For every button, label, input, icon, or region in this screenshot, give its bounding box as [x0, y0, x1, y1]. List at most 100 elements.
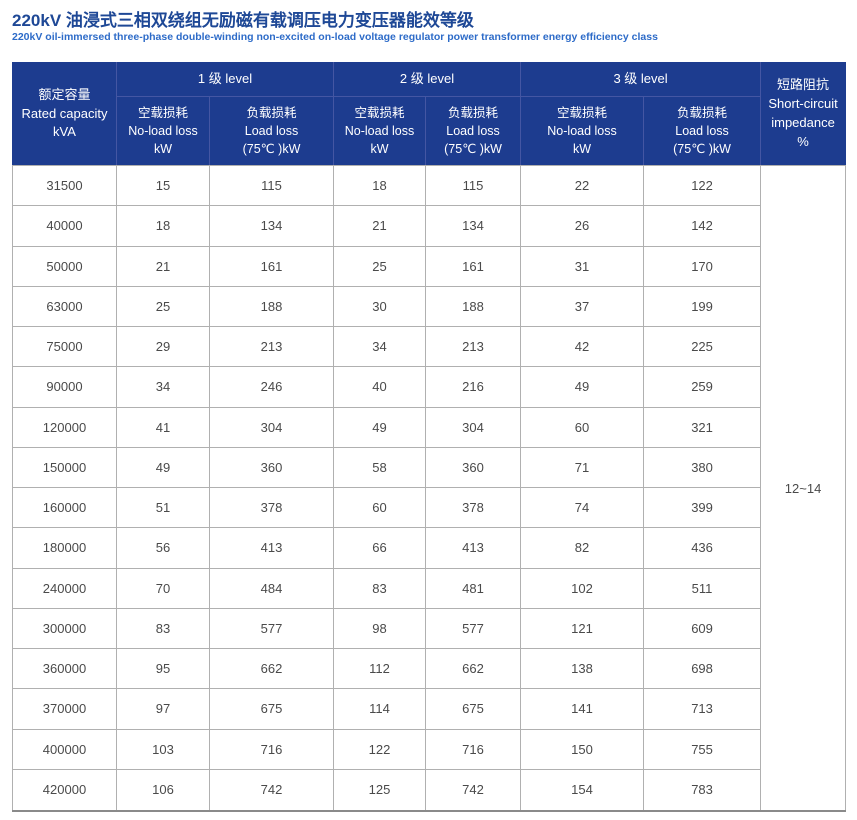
level3-load-cell: 170: [643, 245, 762, 287]
capacity-cell: 40000: [12, 205, 117, 247]
level3-load-cell: 122: [643, 164, 762, 207]
capacity-cell: 120000: [12, 406, 117, 448]
capacity-cell: 180000: [12, 527, 117, 569]
level1-no-load-cell: 51: [116, 486, 210, 529]
header-level3-load-loss: 负载损耗 Load loss (75℃ )kW: [643, 96, 762, 166]
level2-load-cell: 360: [425, 446, 522, 489]
header-level1-load-loss: 负载损耗 Load loss (75℃ )kW: [208, 96, 335, 166]
table-row: 50000 21 161 25 161 31 170: [12, 245, 846, 287]
capacity-cell: 420000: [12, 768, 117, 812]
level2-load-cell: 161: [425, 245, 522, 287]
level3-no-load-cell: 37: [520, 285, 645, 328]
level3-load-cell: 321: [643, 406, 762, 448]
level1-load-cell: 134: [208, 205, 335, 247]
level2-no-load-cell: 58: [333, 446, 427, 489]
level3-no-load-cell: 31: [520, 245, 645, 287]
level3-no-load-cell: 138: [520, 647, 645, 690]
level1-no-load-cell: 95: [116, 647, 210, 690]
header-level2-no-load-loss: 空载损耗 No-load loss kW: [333, 96, 427, 166]
capacity-cell: 370000: [12, 688, 117, 730]
level2-load-cell: 216: [425, 366, 522, 408]
level3-no-load-cell: 82: [520, 527, 645, 569]
header-level1-no-load-loss: 空载损耗 No-load loss kW: [116, 96, 210, 166]
table-row: 31500 15 115 18 115 22 122 12~14: [12, 164, 847, 812]
efficiency-table: 额定容量 Rated capacity kVA 1 级 level 2 级 le…: [12, 62, 847, 812]
level1-no-load-cell: 34: [116, 366, 210, 408]
level2-no-load-cell: 66: [333, 527, 427, 569]
level3-no-load-cell: 150: [520, 728, 645, 770]
header-level3-no-load-loss: 空载损耗 No-load loss kW: [520, 96, 645, 166]
capacity-cell: 240000: [12, 567, 117, 609]
level2-no-load-cell: 30: [333, 285, 427, 328]
level1-no-load-cell: 29: [116, 325, 210, 368]
impedance-value-cell: 12~14: [760, 165, 847, 812]
level1-no-load-cell: 41: [116, 406, 210, 448]
level2-no-load-cell: 18: [333, 164, 427, 207]
level3-load-cell: 142: [643, 205, 762, 247]
level1-load-cell: 213: [208, 325, 335, 368]
page-subtitle: 220kV oil-immersed three-phase double-wi…: [12, 31, 658, 43]
capacity-cell: 160000: [12, 486, 117, 529]
level1-load-cell: 662: [208, 647, 335, 690]
header-short-circuit-impedance: 短路阻抗 Short-circuit impedance %: [760, 62, 847, 166]
level3-load-cell: 436: [643, 527, 762, 569]
level3-no-load-cell: 141: [520, 688, 645, 730]
level1-no-load-cell: 70: [116, 567, 210, 609]
level2-no-load-cell: 122: [333, 728, 427, 770]
level1-load-cell: 246: [208, 366, 335, 408]
table-row: 63000 25 188 30 188 37 199: [12, 285, 846, 328]
level1-no-load-cell: 18: [116, 205, 210, 247]
capacity-cell: 300000: [12, 607, 117, 650]
level1-no-load-cell: 106: [116, 768, 210, 812]
level2-load-cell: 378: [425, 486, 522, 529]
level2-load-cell: 481: [425, 567, 522, 609]
capacity-cell: 90000: [12, 366, 117, 408]
capacity-cell: 400000: [12, 728, 117, 770]
table-row: 90000 34 246 40 216 49 259: [12, 366, 846, 408]
level2-load-cell: 134: [425, 205, 522, 247]
capacity-cell: 360000: [12, 647, 117, 690]
level2-load-cell: 115: [425, 164, 522, 207]
table-row: 240000 70 484 83 481 102 511: [12, 567, 846, 609]
level3-load-cell: 783: [643, 768, 762, 812]
level3-load-cell: 698: [643, 647, 762, 690]
level2-load-cell: 577: [425, 607, 522, 650]
table-row: 120000 41 304 49 304 60 321: [12, 406, 846, 448]
level1-no-load-cell: 56: [116, 527, 210, 569]
table-row: 400000 103 716 122 716 150 755: [12, 728, 846, 770]
capacity-cell: 50000: [12, 245, 117, 287]
level1-no-load-cell: 15: [116, 164, 210, 207]
level1-no-load-cell: 25: [116, 285, 210, 328]
level1-load-cell: 413: [208, 527, 335, 569]
level3-load-cell: 199: [643, 285, 762, 328]
header-rated-capacity: 额定容量 Rated capacity kVA: [12, 62, 117, 166]
level1-no-load-cell: 97: [116, 688, 210, 730]
level3-load-cell: 755: [643, 728, 762, 770]
table-row: 300000 83 577 98 577 121 609: [12, 607, 846, 650]
level3-no-load-cell: 42: [520, 325, 645, 368]
level3-load-cell: 225: [643, 325, 762, 368]
table-row: 180000 56 413 66 413 82 436: [12, 527, 846, 569]
level2-load-cell: 675: [425, 688, 522, 730]
level2-no-load-cell: 34: [333, 325, 427, 368]
capacity-cell: 150000: [12, 446, 117, 489]
level3-load-cell: 713: [643, 688, 762, 730]
level2-no-load-cell: 83: [333, 567, 427, 609]
level3-load-cell: 609: [643, 607, 762, 650]
level1-no-load-cell: 49: [116, 446, 210, 489]
level1-load-cell: 360: [208, 446, 335, 489]
level2-no-load-cell: 98: [333, 607, 427, 650]
level3-load-cell: 399: [643, 486, 762, 529]
level2-load-cell: 716: [425, 728, 522, 770]
level1-load-cell: 188: [208, 285, 335, 328]
page-title: 220kV 油浸式三相双绕组无励磁有载调压电力变压器能效等级: [12, 11, 474, 30]
header-level2-load-loss: 负载损耗 Load loss (75℃ )kW: [425, 96, 522, 166]
table-row: 75000 29 213 34 213 42 225: [12, 325, 846, 368]
level2-no-load-cell: 112: [333, 647, 427, 690]
level1-load-cell: 304: [208, 406, 335, 448]
level1-load-cell: 484: [208, 567, 335, 609]
level3-load-cell: 511: [643, 567, 762, 609]
header-group-level1: 1 级 level: [115, 62, 335, 97]
level3-load-cell: 259: [643, 366, 762, 408]
